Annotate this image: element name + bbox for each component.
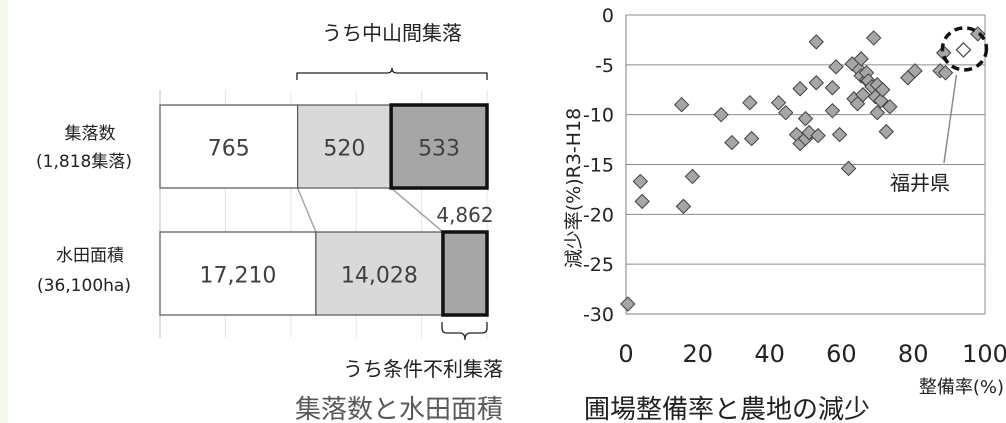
scatter-point xyxy=(853,51,869,67)
y-tick-label: -30 xyxy=(583,304,614,326)
bracket-bottom xyxy=(441,322,488,341)
x-tick-label: 60 xyxy=(826,340,857,368)
scatter-point xyxy=(824,102,841,119)
x-tick-label: 0 xyxy=(618,340,633,368)
scatter-point xyxy=(792,81,808,97)
bar-segment xyxy=(441,230,489,317)
scatter-point xyxy=(831,126,848,143)
scatter-point xyxy=(866,30,882,46)
bracket-top xyxy=(296,67,488,80)
scatter-point xyxy=(724,134,740,151)
scatter-point xyxy=(828,59,844,75)
bar-segment xyxy=(296,104,392,189)
y-tick-label: -15 xyxy=(583,155,614,177)
bar-segment xyxy=(315,231,444,316)
scatter-chart: 0 -5 -10 -15 -20 -25 -30 0 20 40 60 80 100 福井県 減少率(… xyxy=(563,5,1006,423)
bar-value-label: 765 xyxy=(208,137,250,162)
scatter-point xyxy=(882,98,898,115)
scatter-point xyxy=(869,104,886,121)
left-accent-strip xyxy=(0,0,8,423)
highlight-label: 福井県 xyxy=(890,171,950,195)
y-tick-label: -25 xyxy=(583,254,614,276)
highlight-circle xyxy=(940,26,989,72)
highlight-point xyxy=(955,42,972,58)
bar-segment xyxy=(159,104,299,189)
bar-outside-label: 4,862 xyxy=(436,203,493,227)
scatter-point xyxy=(808,75,824,91)
y-tick-label: -5 xyxy=(595,55,614,77)
scatter-point xyxy=(673,96,690,113)
scatter-point xyxy=(684,168,701,185)
scatter-point xyxy=(874,82,891,98)
scatter-point xyxy=(907,63,923,79)
x-tick-label: 100 xyxy=(962,340,1006,368)
bar-segment xyxy=(389,103,489,190)
scatter-point xyxy=(742,94,758,111)
y-tick-label: -20 xyxy=(583,204,614,226)
scatter-point xyxy=(937,65,954,81)
scatter-point xyxy=(743,130,760,147)
x-tick-label: 20 xyxy=(683,340,714,368)
scatter-point xyxy=(778,104,794,121)
scatter-point xyxy=(713,106,729,123)
bar-connector-line xyxy=(390,187,444,233)
row-label-villages: 集落数 xyxy=(65,124,116,144)
scatter-point xyxy=(797,110,814,127)
x-tick-label: 40 xyxy=(754,340,785,368)
x-tick-label: 80 xyxy=(898,340,929,368)
row-sublabel-villages: (1,818集落) xyxy=(36,152,132,172)
scatter-point xyxy=(824,80,841,96)
scatter-point xyxy=(770,94,787,111)
scatter-point xyxy=(675,198,692,215)
scatter-point xyxy=(810,127,826,144)
scatter-point xyxy=(808,34,824,50)
y-tick-label: -10 xyxy=(583,105,614,127)
stacked-bar-chart: うち中山間集落 うち条件不利集落 集落数 (1,818集落) 水田面積 (36,… xyxy=(36,21,503,423)
bar-connector-line xyxy=(296,187,317,233)
scatter-point xyxy=(855,87,871,103)
highlight-pointer-line xyxy=(943,74,958,164)
y-axis-label: 減少率(%)R3-H18 xyxy=(563,108,585,269)
row-label-paddy: 水田面積 xyxy=(56,246,124,266)
scatter-point xyxy=(873,93,889,109)
right-chart-title: 圃場整備率と農地の減少 xyxy=(584,395,870,423)
scatter-point xyxy=(840,160,857,177)
bar-value-label: 14,028 xyxy=(341,264,418,289)
bar-value-label: 17,210 xyxy=(199,264,276,289)
left-chart-title: 集落数と水田面積 xyxy=(295,395,503,423)
bar-value-label: 520 xyxy=(323,137,365,162)
row-sublabel-paddy: (36,100ha) xyxy=(37,276,131,296)
scatter-point xyxy=(634,193,650,210)
x-axis-label: 整備率(%) xyxy=(919,377,1004,398)
scatter-point xyxy=(632,173,649,190)
y-tick-label: 0 xyxy=(602,5,614,27)
bracket-bottom-label: うち条件不利集落 xyxy=(343,357,503,381)
bracket-top-label: うち中山間集落 xyxy=(322,21,462,45)
bar-value-label: 533 xyxy=(418,137,460,162)
scatter-point xyxy=(878,123,894,140)
scatter-point xyxy=(620,296,636,312)
